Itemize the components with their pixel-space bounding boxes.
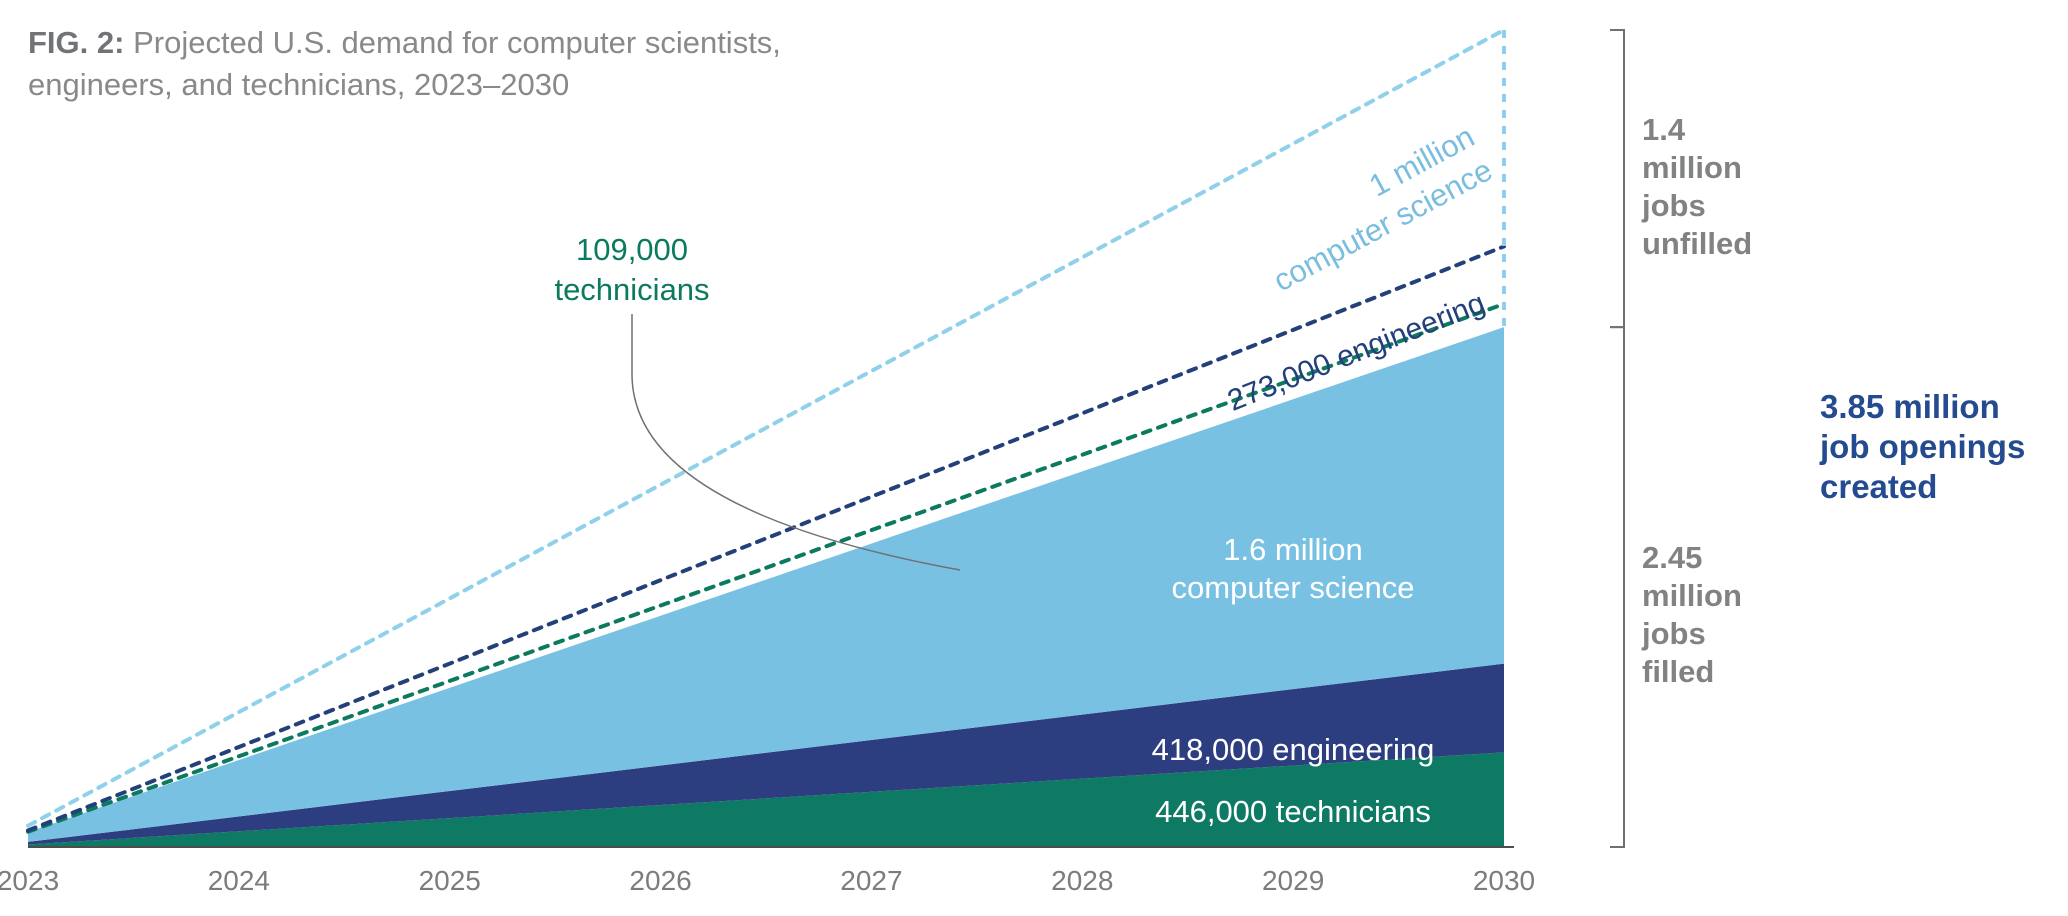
x-tick-2025: 2025 bbox=[419, 865, 481, 896]
x-tick-2024: 2024 bbox=[208, 865, 270, 896]
total-label-2: created bbox=[1820, 468, 1937, 505]
chart-svg: 2023 2024 2025 2026 2027 2028 2029 2030 446,000… bbox=[0, 0, 2068, 916]
area-label2-computer-science: computer science bbox=[1172, 570, 1415, 605]
bracket-bottom-label-1: million bbox=[1642, 578, 1742, 613]
brackets: 1.4millionjobsunfilled2.45millionjobsfil… bbox=[1610, 30, 2025, 847]
bracket-top-label-0: 1.4 bbox=[1642, 112, 1686, 147]
x-axis: 2023 2024 2025 2026 2027 2028 2029 2030 bbox=[0, 865, 1535, 896]
x-tick-2023: 2023 bbox=[0, 865, 59, 896]
area-label-technicians: 446,000 technicians bbox=[1155, 794, 1431, 829]
area-label-engineering: 418,000 engineering bbox=[1152, 732, 1435, 767]
x-tick-2026: 2026 bbox=[629, 865, 691, 896]
x-tick-2029: 2029 bbox=[1262, 865, 1324, 896]
bracket-bottom-label-2: jobs bbox=[1641, 616, 1706, 651]
x-tick-2030: 2030 bbox=[1473, 865, 1535, 896]
bracket-top-label-1: million bbox=[1642, 150, 1742, 185]
total-label-1: job openings bbox=[1819, 428, 2025, 465]
bracket-top-label-3: unfilled bbox=[1642, 226, 1752, 261]
total-label-0: 3.85 million bbox=[1820, 388, 2000, 425]
x-tick-2028: 2028 bbox=[1051, 865, 1113, 896]
bracket-top-label-2: jobs bbox=[1641, 188, 1706, 223]
callout-tech-2: technicians bbox=[554, 272, 709, 307]
plot-area bbox=[28, 30, 1514, 847]
x-tick-2027: 2027 bbox=[840, 865, 902, 896]
callout-tech-1: 109,000 bbox=[576, 232, 688, 267]
bracket-bottom-label-3: filled bbox=[1642, 654, 1714, 689]
figure-container: FIG. 2: Projected U.S. demand for comput… bbox=[0, 0, 2068, 916]
area-label-computer-science: 1.6 million bbox=[1223, 532, 1363, 567]
bracket-bottom-label-0: 2.45 bbox=[1642, 540, 1702, 575]
bracket bbox=[1610, 30, 1624, 327]
bracket bbox=[1610, 327, 1624, 847]
